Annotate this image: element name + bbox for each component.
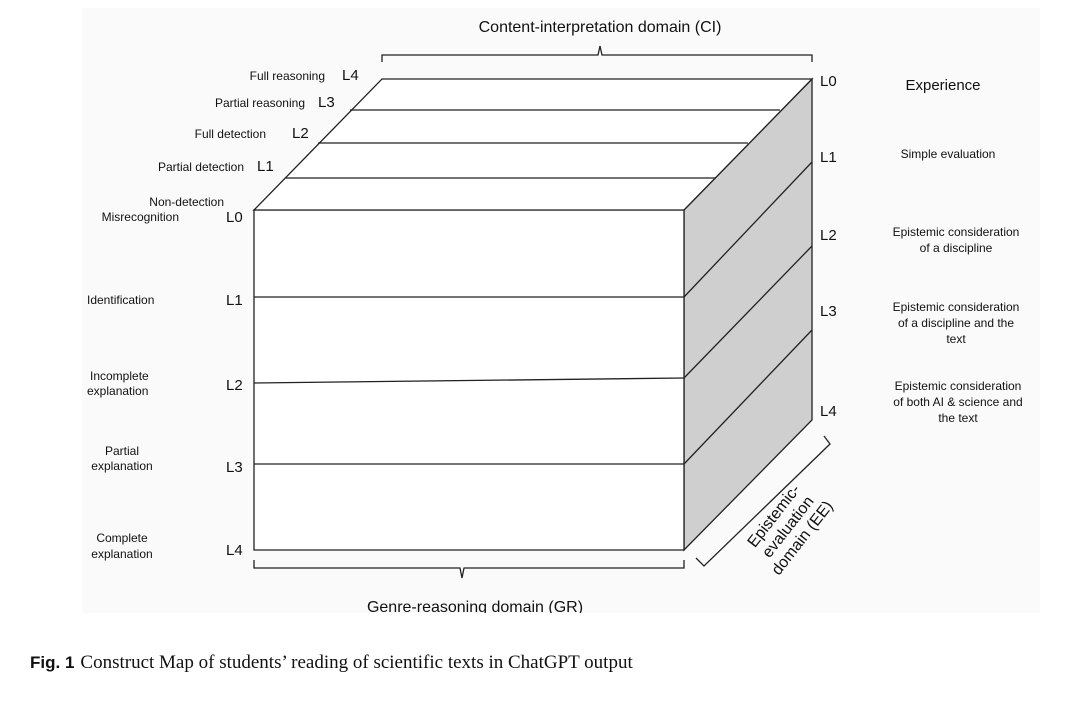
ci-label-l0-line-2: Misrecognition: [102, 210, 179, 224]
gr-label-l3-line-2: explanation: [91, 459, 152, 473]
ee-label-l4-line-1: Epistemic consideration: [895, 379, 1022, 393]
gr-code-l4: L4: [226, 542, 243, 559]
gr-code-l3: L3: [226, 459, 243, 476]
ee-label-l2-line-1: Epistemic consideration: [893, 225, 1020, 239]
gr-code-l2: L2: [226, 377, 243, 394]
gr-label-l2-line-2: explanation: [87, 384, 148, 398]
gr-domain-title: Genre-reasoning domain (GR): [367, 599, 583, 613]
ci-code-l1: L1: [257, 158, 274, 175]
ci-label-l0-line-1: Non-detection: [149, 195, 224, 209]
figure-number: Fig. 1: [30, 653, 75, 672]
ci-label-l2: Full detection: [195, 127, 266, 141]
ci-code-l3: L3: [318, 94, 335, 111]
ee-label-l2-line-2: of a discipline: [920, 241, 993, 255]
ci-top-face: [252, 78, 814, 211]
construct-map-diagram: Content-interpretation domain (CI) Genre…: [87, 19, 1023, 613]
ee-label-l0: Experience: [905, 77, 980, 94]
ee-bracket: [695, 435, 831, 567]
gr-bracket: [253, 560, 685, 579]
ee-level-line-l2: [683, 245, 813, 379]
ee-level-line-l3: [683, 329, 813, 465]
ee-code-l2: L2: [820, 227, 837, 244]
ee-level-line-l1: [683, 161, 813, 298]
ee-label-l3-line-2: of a discipline and the: [898, 316, 1014, 330]
gr-label-l4-line-2: explanation: [91, 547, 152, 561]
ee-label-l3-line-3: text: [946, 332, 966, 346]
gr-label-l1: Identification: [87, 293, 154, 307]
ci-bracket: [381, 45, 813, 62]
ci-code-l2: L2: [292, 125, 309, 142]
gr-code-l1: L1: [226, 292, 243, 309]
ee-label-l3-line-1: Epistemic consideration: [893, 300, 1020, 314]
gr-label-l3-line-1: Partial: [105, 444, 139, 458]
ee-code-l3: L3: [820, 303, 837, 320]
ci-label-l3: Partial reasoning: [215, 96, 305, 110]
ee-code-l1: L1: [820, 149, 837, 166]
figure-caption-text: Construct Map of students’ reading of sc…: [80, 652, 633, 673]
ci-domain-title: Content-interpretation domain (CI): [479, 19, 722, 36]
figure-panel: Content-interpretation domain (CI) Genre…: [82, 8, 1040, 613]
ee-label-l4-line-3: the text: [938, 411, 978, 425]
ci-code-l4: L4: [342, 67, 359, 84]
ee-label-l1: Simple evaluation: [901, 147, 996, 161]
ci-label-l4: Full reasoning: [250, 69, 325, 83]
ee-code-l0: L0: [820, 73, 837, 90]
ee-domain-title: Epistemic- evaluation domain (EE): [745, 481, 837, 578]
ci-label-l1: Partial detection: [158, 160, 244, 174]
figure-caption: Fig. 1 Construct Map of students’ reading…: [30, 652, 633, 674]
ee-code-l4: L4: [820, 403, 837, 420]
ee-label-l4-line-2: of both AI & science and: [893, 395, 1022, 409]
gr-label-l4-line-1: Complete: [96, 531, 148, 545]
ci-code-l0: L0: [226, 209, 243, 226]
gr-label-l2-line-1: Incomplete: [90, 369, 149, 383]
gr-level-line-l2: [253, 377, 685, 384]
